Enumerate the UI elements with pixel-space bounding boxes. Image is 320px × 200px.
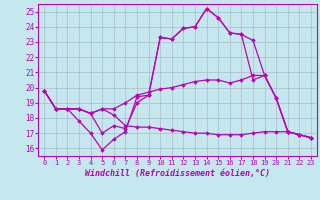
X-axis label: Windchill (Refroidissement éolien,°C): Windchill (Refroidissement éolien,°C) xyxy=(85,169,270,178)
